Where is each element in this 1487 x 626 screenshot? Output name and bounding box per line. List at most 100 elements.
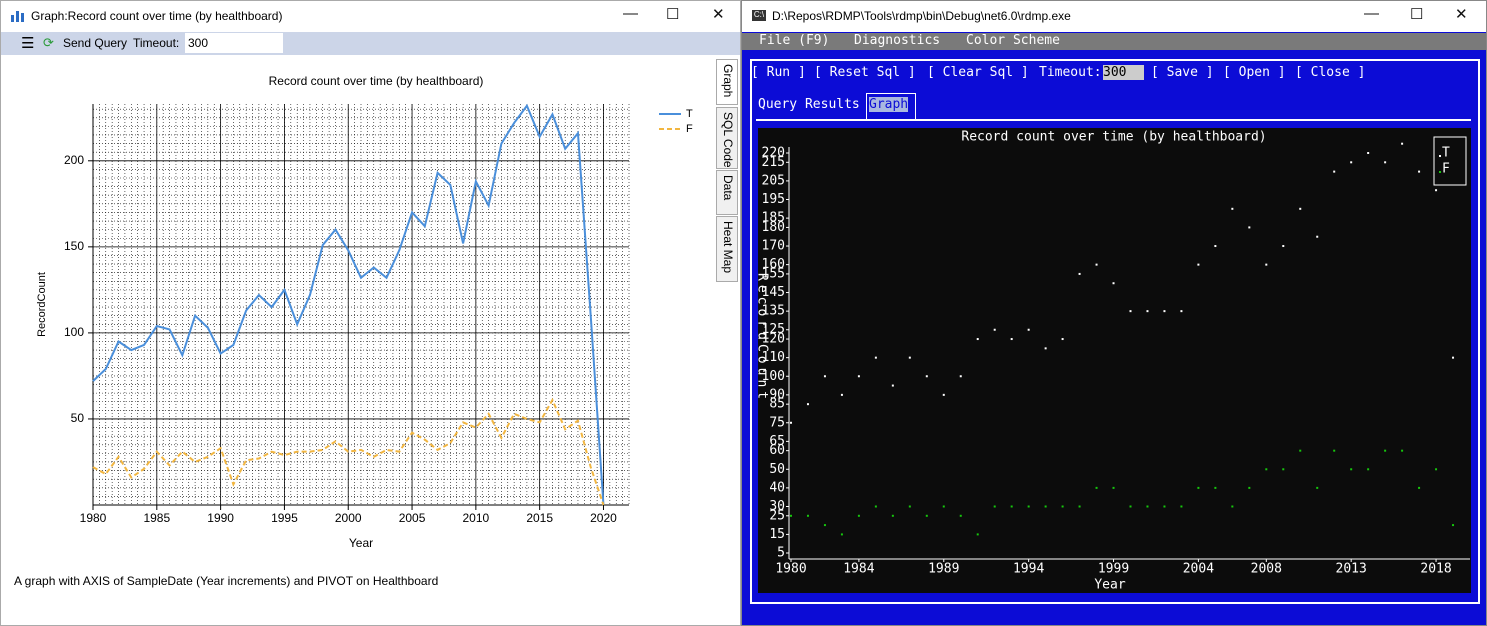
data-point [823,524,826,527]
y-tick-label: 220 [762,146,785,161]
y-tick-label: 170 [762,239,785,254]
data-point [1180,505,1183,508]
clear-sql-button[interactable]: [ Clear Sql ] [927,65,1029,80]
data-point [959,514,962,517]
legend-box [1433,136,1467,186]
run-button[interactable]: [ Run ] [751,65,806,80]
data-point [1112,282,1115,285]
data-point [806,514,809,517]
data-point [1333,170,1336,173]
tab-label: Data [721,175,735,201]
data-point [908,505,911,508]
data-point [1129,310,1132,313]
menu-item[interactable]: File (F9) [759,33,830,48]
menu-item[interactable]: Color Scheme [966,33,1060,48]
data-point [1112,486,1115,489]
close-button[interactable]: [ Close ] [1295,65,1366,80]
open-button[interactable]: [ Open ] [1223,65,1286,80]
data-point [1452,524,1455,527]
data-point [1010,338,1013,341]
data-point [1078,272,1081,275]
title-bar: Graph:Record count over time (by healthb… [1,1,740,32]
data-point [1146,505,1149,508]
data-point [1197,263,1200,266]
minimize-button[interactable]: — [623,5,638,22]
data-point [1452,356,1455,359]
data-point [1027,505,1030,508]
data-point [925,375,928,378]
tab[interactable]: Heat Map [716,216,738,282]
tab-label: SQL Code [721,112,735,168]
run-icon: ⟳ [43,35,54,50]
y-tick-label: 50 [769,462,785,477]
data-point [1095,263,1098,266]
plot-background [758,128,1471,593]
data-point [1163,505,1166,508]
tab-line [756,119,1471,121]
y-tick-label: 180 [762,220,785,235]
y-tick-label: 125 [762,322,785,337]
x-tick-label: 1985 [143,511,170,525]
data-point [1299,207,1302,210]
x-tick-label: 1990 [207,511,234,525]
maximize-button[interactable]: ☐ [666,6,680,23]
data-point [959,375,962,378]
tab[interactable]: Graph [716,59,738,105]
y-tick-label: 25 [769,508,785,523]
data-point [942,505,945,508]
timeout-input[interactable]: 300 [185,33,283,53]
data-point [1248,486,1251,489]
window-title: D:\Repos\RDMP\Tools\rdmp\bin\Debug\net6.… [772,9,1071,23]
data-point [1384,161,1387,164]
data-point [942,393,945,396]
reset-sql-button[interactable]: [ Reset Sql ] [814,65,916,80]
data-point [908,356,911,359]
data-point [857,514,860,517]
data-point [1129,505,1132,508]
chart-description: A graph with AXIS of SampleDate (Year in… [14,574,439,588]
y-tick-label: 30 [769,499,785,514]
y-tick-label: 120 [762,332,785,347]
data-point [891,514,894,517]
maximize-button[interactable]: ☐ [1410,6,1424,23]
tab-label: Heat Map [721,221,735,274]
x-tick-label: 2020 [590,511,617,525]
timeout-label: Timeout: [1039,65,1102,80]
send-query-button[interactable]: Send Query [63,36,128,50]
menu-item[interactable]: Diagnostics [854,33,941,48]
x-tick-label: 1999 [1098,562,1129,577]
x-tick-label: 1980 [775,562,806,577]
data-point [1061,505,1064,508]
data-point [1350,468,1353,471]
x-axis-label: Year [1094,578,1125,593]
legend-label: T [1442,146,1450,161]
data-point [1299,449,1302,452]
tab[interactable]: Graph [869,97,909,112]
data-point [840,393,843,396]
menu-icon[interactable]: ☰ [21,35,35,52]
minimize-button[interactable]: — [1364,5,1379,22]
close-button[interactable]: ✕ [712,6,725,23]
x-tick-label: 1984 [843,562,874,577]
y-tick-label: 205 [762,173,785,188]
data-point [1282,468,1285,471]
data-point [993,328,996,331]
x-tick-label: 2013 [1336,562,1367,577]
data-point [1435,468,1438,471]
save-button[interactable]: [ Save ] [1151,65,1214,80]
data-point [1435,189,1438,192]
data-point [1316,235,1319,238]
timeout-input[interactable]: 300 [1103,65,1145,80]
tab[interactable]: Query Results [758,97,860,112]
data-point [1061,338,1064,341]
close-button[interactable]: ✕ [1455,6,1468,23]
tab[interactable]: SQL Code [716,107,738,169]
data-point [1044,505,1047,508]
tab[interactable]: Data [716,170,738,215]
chart-title: Record count over time (by healthboard) [961,130,1266,145]
data-point [1265,263,1268,266]
y-tick-label: 90 [769,387,785,402]
y-tick-label: 85 [769,397,785,412]
data-point [1350,161,1353,164]
data-line [92,397,605,506]
